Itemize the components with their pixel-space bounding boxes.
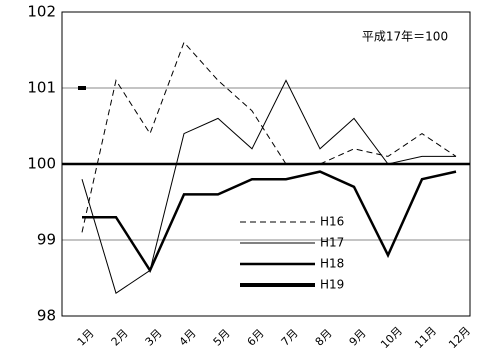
x-tick: 3月: [143, 327, 165, 349]
series-line: [81, 79, 456, 294]
legend-label: H17: [320, 236, 344, 250]
legend-label: H18: [320, 257, 344, 271]
x-tick: 8月: [313, 327, 335, 349]
legend-label: H16: [320, 215, 344, 229]
y-tick-label: 100: [27, 155, 56, 173]
y-tick-label: 98: [37, 307, 56, 325]
x-tick-label: 1月: [75, 327, 97, 349]
annotation: 平成17年＝100: [362, 30, 448, 44]
y-tick-label: 102: [27, 3, 56, 21]
x-tick-label: 10月: [378, 324, 405, 351]
x-tick: 5月: [211, 327, 233, 349]
y-tick-label: 101: [27, 79, 56, 97]
x-tick: 11月: [412, 324, 439, 351]
x-tick: 12月: [446, 324, 473, 351]
x-tick: 1月: [75, 327, 97, 349]
x-tick: 2月: [109, 327, 131, 349]
x-tick-label: 12月: [446, 324, 473, 351]
x-tick-label: 9月: [347, 327, 369, 349]
x-tick-label: 8月: [313, 327, 335, 349]
x-tick-label: 11月: [412, 324, 439, 351]
x-tick-label: 6月: [245, 327, 267, 349]
x-tick: 9月: [347, 327, 369, 349]
x-tick: 7月: [279, 327, 301, 349]
x-tick-label: 5月: [211, 327, 233, 349]
x-tick-label: 7月: [279, 327, 301, 349]
x-tick: 4月: [177, 327, 199, 349]
series-line: [82, 170, 457, 274]
x-tick-label: 4月: [177, 327, 199, 349]
legend-label: H19: [320, 278, 344, 292]
series-line: [81, 41, 457, 233]
x-tick-label: 3月: [143, 327, 165, 349]
y-tick-label: 99: [37, 231, 56, 249]
x-tick: 10月: [378, 324, 405, 351]
x-tick-label: 2月: [109, 327, 131, 349]
x-tick: 6月: [245, 327, 267, 349]
